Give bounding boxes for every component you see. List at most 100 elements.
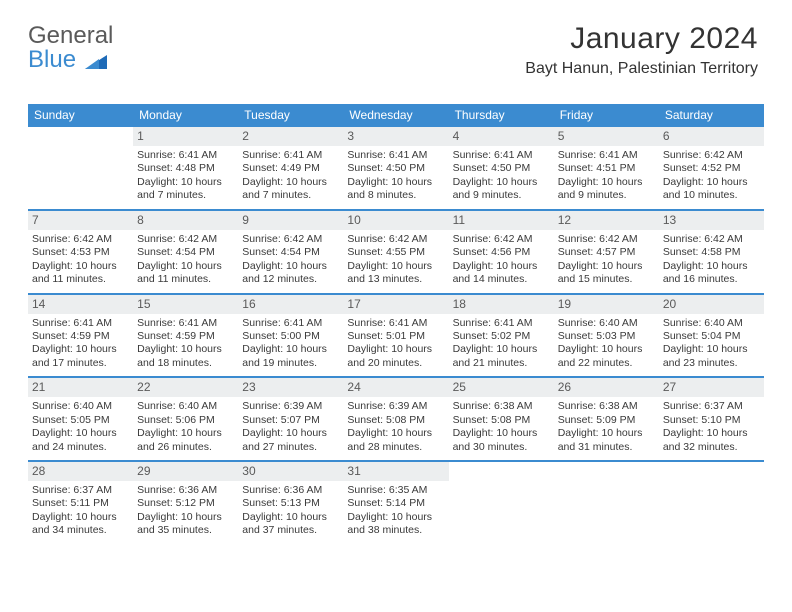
- calendar-day-cell: 20 Sunrise: 6:40 AM Sunset: 5:04 PM Dayli…: [659, 295, 764, 377]
- day-details: Sunrise: 6:41 AM Sunset: 5:01 PM Dayligh…: [347, 317, 444, 371]
- weekday-header: Saturday: [659, 104, 764, 127]
- day-details: Sunrise: 6:42 AM Sunset: 4:57 PM Dayligh…: [558, 233, 655, 287]
- weekday-header: Sunday: [28, 104, 133, 127]
- day-number: 5: [554, 127, 659, 146]
- day-number: 31: [343, 462, 448, 481]
- day-number: 9: [238, 211, 343, 230]
- calendar-week-row: ..1Sunrise: 6:41 AM Sunset: 4:48 PM Dayl…: [28, 127, 764, 209]
- calendar-day-cell: 9 Sunrise: 6:42 AM Sunset: 4:54 PM Daylig…: [238, 211, 343, 293]
- calendar-day-cell: 19Sunrise: 6:40 AM Sunset: 5:03 PM Dayli…: [554, 295, 659, 377]
- day-number: 21: [28, 378, 133, 397]
- day-details: Sunrise: 6:37 AM Sunset: 5:11 PM Dayligh…: [32, 484, 129, 538]
- calendar-day-cell: 17 Sunrise: 6:41 AM Sunset: 5:01 PM Dayli…: [343, 295, 448, 377]
- day-details: Sunrise: 6:40 AM Sunset: 5:05 PM Dayligh…: [32, 400, 129, 454]
- day-number: 23: [238, 378, 343, 397]
- brand-triangle-icon: [85, 55, 107, 69]
- month-title: January 2024: [525, 22, 758, 56]
- day-number: 28: [28, 462, 133, 481]
- day-details: Sunrise: 6:39 AM Sunset: 5:07 PM Dayligh…: [242, 400, 339, 454]
- calendar-day-cell: 15 Sunrise: 6:41 AM Sunset: 4:59 PM Dayli…: [133, 295, 238, 377]
- day-details: Sunrise: 6:40 AM Sunset: 5:06 PM Dayligh…: [137, 400, 234, 454]
- day-details: Sunrise: 6:41 AM Sunset: 4:51 PM Dayligh…: [558, 149, 655, 203]
- day-number: 27: [659, 378, 764, 397]
- calendar-day-cell: 1Sunrise: 6:41 AM Sunset: 4:48 PM Daylig…: [133, 127, 238, 209]
- day-details: Sunrise: 6:41 AM Sunset: 5:00 PM Dayligh…: [242, 317, 339, 371]
- day-details: Sunrise: 6:42 AM Sunset: 4:55 PM Dayligh…: [347, 233, 444, 287]
- day-details: Sunrise: 6:41 AM Sunset: 4:59 PM Dayligh…: [32, 317, 129, 371]
- day-number: 17: [343, 295, 448, 314]
- day-number: 16: [238, 295, 343, 314]
- calendar-day-cell: 21 Sunrise: 6:40 AM Sunset: 5:05 PM Dayli…: [28, 378, 133, 460]
- day-number: 15: [133, 295, 238, 314]
- day-number: 11: [449, 211, 554, 230]
- calendar-day-cell: ..: [659, 462, 764, 544]
- day-details: Sunrise: 6:38 AM Sunset: 5:09 PM Dayligh…: [558, 400, 655, 454]
- calendar-week-row: 21 Sunrise: 6:40 AM Sunset: 5:05 PM Dayli…: [28, 376, 764, 460]
- calendar-day-cell: ..: [554, 462, 659, 544]
- day-number: 24: [343, 378, 448, 397]
- calendar-day-cell: 2 Sunrise: 6:41 AM Sunset: 4:49 PM Daylig…: [238, 127, 343, 209]
- calendar-day-cell: 28 Sunrise: 6:37 AM Sunset: 5:11 PM Dayli…: [28, 462, 133, 544]
- brand-logo: General Blue: [28, 24, 113, 72]
- calendar-day-cell: 30 Sunrise: 6:36 AM Sunset: 5:13 PM Dayli…: [238, 462, 343, 544]
- day-number: 6: [659, 127, 764, 146]
- calendar-day-cell: 22Sunrise: 6:40 AM Sunset: 5:06 PM Dayli…: [133, 378, 238, 460]
- day-number: 10: [343, 211, 448, 230]
- day-details: Sunrise: 6:41 AM Sunset: 4:49 PM Dayligh…: [242, 149, 339, 203]
- calendar-week-row: 7 Sunrise: 6:42 AM Sunset: 4:53 PM Daylig…: [28, 209, 764, 293]
- calendar-day-cell: 6 Sunrise: 6:42 AM Sunset: 4:52 PM Daylig…: [659, 127, 764, 209]
- calendar-week-row: 14Sunrise: 6:41 AM Sunset: 4:59 PM Dayli…: [28, 293, 764, 377]
- calendar-grid: Sunday Monday Tuesday Wednesday Thursday…: [28, 104, 764, 544]
- day-details: Sunrise: 6:37 AM Sunset: 5:10 PM Dayligh…: [663, 400, 760, 454]
- calendar-day-cell: 12Sunrise: 6:42 AM Sunset: 4:57 PM Dayli…: [554, 211, 659, 293]
- day-number: 25: [449, 378, 554, 397]
- day-number: 13: [659, 211, 764, 230]
- brand-line2: Blue: [28, 46, 76, 73]
- title-block: January 2024 Bayt Hanun, Palestinian Ter…: [525, 22, 758, 78]
- day-details: Sunrise: 6:42 AM Sunset: 4:53 PM Dayligh…: [32, 233, 129, 287]
- calendar-day-cell: 31Sunrise: 6:35 AM Sunset: 5:14 PM Dayli…: [343, 462, 448, 544]
- day-number: 30: [238, 462, 343, 481]
- weekday-header: Tuesday: [238, 104, 343, 127]
- day-number: 4: [449, 127, 554, 146]
- weekday-header: Monday: [133, 104, 238, 127]
- day-number: 18: [449, 295, 554, 314]
- calendar-day-cell: 29 Sunrise: 6:36 AM Sunset: 5:12 PM Dayli…: [133, 462, 238, 544]
- calendar-day-cell: 7 Sunrise: 6:42 AM Sunset: 4:53 PM Daylig…: [28, 211, 133, 293]
- day-number: 20: [659, 295, 764, 314]
- calendar-day-cell: 13Sunrise: 6:42 AM Sunset: 4:58 PM Dayli…: [659, 211, 764, 293]
- day-details: Sunrise: 6:39 AM Sunset: 5:08 PM Dayligh…: [347, 400, 444, 454]
- day-number: 19: [554, 295, 659, 314]
- calendar-day-cell: ..: [449, 462, 554, 544]
- day-details: Sunrise: 6:41 AM Sunset: 4:59 PM Dayligh…: [137, 317, 234, 371]
- day-number: 3: [343, 127, 448, 146]
- day-details: Sunrise: 6:36 AM Sunset: 5:12 PM Dayligh…: [137, 484, 234, 538]
- calendar-day-cell: 4Sunrise: 6:41 AM Sunset: 4:50 PM Daylig…: [449, 127, 554, 209]
- calendar-day-cell: 3 Sunrise: 6:41 AM Sunset: 4:50 PM Daylig…: [343, 127, 448, 209]
- day-number: 7: [28, 211, 133, 230]
- weekday-header-row: Sunday Monday Tuesday Wednesday Thursday…: [28, 104, 764, 127]
- weekday-header: Wednesday: [343, 104, 448, 127]
- day-details: Sunrise: 6:42 AM Sunset: 4:54 PM Dayligh…: [242, 233, 339, 287]
- calendar-day-cell: 26 Sunrise: 6:38 AM Sunset: 5:09 PM Dayli…: [554, 378, 659, 460]
- calendar-day-cell: 8Sunrise: 6:42 AM Sunset: 4:54 PM Daylig…: [133, 211, 238, 293]
- day-details: Sunrise: 6:41 AM Sunset: 4:48 PM Dayligh…: [137, 149, 234, 203]
- day-number: 29: [133, 462, 238, 481]
- calendar-day-cell: 18 Sunrise: 6:41 AM Sunset: 5:02 PM Dayli…: [449, 295, 554, 377]
- day-details: Sunrise: 6:41 AM Sunset: 5:02 PM Dayligh…: [453, 317, 550, 371]
- brand-line1: General: [28, 24, 113, 48]
- day-details: Sunrise: 6:41 AM Sunset: 4:50 PM Dayligh…: [347, 149, 444, 203]
- day-number: 26: [554, 378, 659, 397]
- calendar-day-cell: 5 Sunrise: 6:41 AM Sunset: 4:51 PM Daylig…: [554, 127, 659, 209]
- weekday-header: Thursday: [449, 104, 554, 127]
- day-details: Sunrise: 6:42 AM Sunset: 4:56 PM Dayligh…: [453, 233, 550, 287]
- day-details: Sunrise: 6:36 AM Sunset: 5:13 PM Dayligh…: [242, 484, 339, 538]
- calendar-day-cell: 10 Sunrise: 6:42 AM Sunset: 4:55 PM Dayli…: [343, 211, 448, 293]
- weekday-header: Friday: [554, 104, 659, 127]
- day-details: Sunrise: 6:38 AM Sunset: 5:08 PM Dayligh…: [453, 400, 550, 454]
- calendar-day-cell: 24 Sunrise: 6:39 AM Sunset: 5:08 PM Dayli…: [343, 378, 448, 460]
- day-number: 2: [238, 127, 343, 146]
- day-details: Sunrise: 6:42 AM Sunset: 4:54 PM Dayligh…: [137, 233, 234, 287]
- day-details: Sunrise: 6:42 AM Sunset: 4:52 PM Dayligh…: [663, 149, 760, 203]
- day-details: Sunrise: 6:40 AM Sunset: 5:04 PM Dayligh…: [663, 317, 760, 371]
